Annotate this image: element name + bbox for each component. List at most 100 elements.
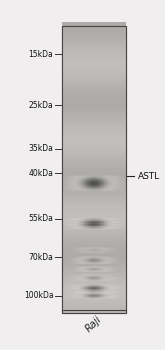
Bar — [88, 187, 89, 188]
Bar — [94, 286, 95, 287]
Bar — [87, 262, 88, 263]
Bar — [75, 260, 76, 261]
Bar — [107, 176, 108, 178]
Bar — [116, 295, 117, 296]
Bar — [114, 176, 115, 178]
Bar — [99, 226, 100, 227]
Bar — [110, 251, 111, 252]
Bar — [114, 220, 115, 221]
Bar — [123, 293, 124, 294]
Bar — [97, 228, 98, 229]
Bar — [62, 250, 63, 251]
Bar — [67, 270, 68, 271]
Bar — [115, 262, 116, 263]
Bar — [116, 292, 117, 293]
Bar — [108, 286, 109, 287]
Bar — [78, 262, 79, 263]
Bar — [98, 298, 99, 299]
Bar — [120, 285, 121, 286]
Bar — [83, 182, 84, 184]
Bar — [91, 290, 92, 291]
Bar — [96, 258, 97, 259]
Bar — [91, 269, 92, 270]
Bar — [110, 259, 111, 260]
Bar — [121, 189, 122, 191]
Bar — [78, 176, 79, 178]
Bar — [86, 275, 87, 276]
Bar — [96, 295, 97, 296]
Bar — [110, 280, 111, 281]
Bar — [86, 295, 87, 296]
Bar — [115, 276, 116, 277]
Bar — [106, 262, 107, 263]
Bar — [81, 278, 82, 279]
Bar — [63, 259, 64, 260]
Bar — [87, 175, 88, 177]
Bar — [89, 263, 90, 264]
Bar — [95, 268, 96, 269]
Bar — [98, 184, 99, 186]
Bar — [87, 274, 88, 275]
Bar — [106, 260, 107, 261]
Bar — [116, 189, 117, 191]
Bar — [85, 269, 86, 270]
Bar — [69, 175, 70, 177]
Bar — [88, 295, 89, 296]
Bar — [68, 287, 69, 288]
Bar — [92, 223, 93, 224]
Bar — [120, 261, 121, 262]
Bar — [80, 297, 81, 298]
Bar — [80, 296, 81, 297]
Bar — [123, 290, 124, 291]
Bar — [75, 262, 76, 263]
Bar — [114, 266, 115, 267]
Bar — [69, 277, 70, 278]
Bar — [100, 188, 101, 190]
Bar — [115, 225, 116, 226]
Bar — [121, 183, 122, 185]
Bar — [116, 292, 117, 293]
Bar — [107, 296, 108, 297]
Bar — [104, 270, 105, 271]
Bar — [69, 266, 70, 267]
Bar — [76, 267, 77, 268]
Bar — [74, 258, 75, 259]
Bar — [67, 288, 68, 289]
Bar — [75, 284, 76, 285]
Bar — [76, 248, 77, 249]
Bar — [86, 274, 87, 275]
Bar — [106, 248, 107, 249]
Bar — [98, 259, 99, 260]
Bar — [107, 268, 108, 269]
Bar — [113, 181, 114, 183]
Bar — [74, 178, 75, 180]
Bar — [123, 222, 124, 223]
Bar — [63, 297, 64, 298]
Bar — [81, 221, 82, 222]
Bar — [105, 291, 106, 292]
Bar — [88, 271, 89, 272]
Bar — [73, 248, 74, 249]
Bar — [89, 293, 90, 294]
Bar — [121, 292, 122, 293]
Bar — [111, 260, 112, 261]
Bar — [111, 280, 112, 281]
Bar — [91, 263, 92, 264]
Bar — [122, 262, 123, 263]
Bar — [125, 183, 126, 185]
Bar — [76, 249, 77, 250]
Bar — [117, 296, 118, 297]
Bar — [103, 225, 104, 226]
Bar — [122, 292, 123, 293]
Bar — [117, 278, 118, 279]
Bar — [64, 280, 65, 281]
Bar — [84, 177, 85, 179]
Bar — [114, 247, 115, 248]
Bar — [114, 175, 115, 177]
Bar — [89, 274, 90, 275]
Bar — [62, 200, 126, 204]
Bar — [111, 279, 112, 280]
Bar — [103, 268, 104, 269]
Bar — [71, 257, 72, 258]
Bar — [104, 292, 105, 293]
